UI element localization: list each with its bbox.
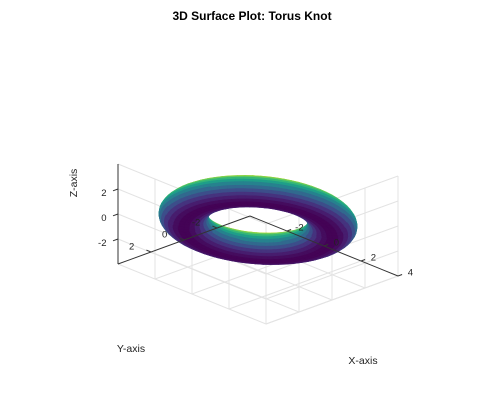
surface-patch <box>226 184 237 189</box>
x-tick <box>323 244 329 247</box>
surface-patch <box>273 238 279 243</box>
surface-patch <box>236 191 246 196</box>
z-tick <box>112 188 119 192</box>
surface-patch <box>239 236 245 241</box>
z-tick-label: 0 <box>101 213 106 224</box>
z-tick-label: 2 <box>101 188 106 199</box>
surface-patch <box>235 184 245 189</box>
surface-patch <box>256 238 262 243</box>
surface-patch <box>234 181 245 186</box>
x-axis-label: X-axis <box>348 355 377 367</box>
surface-patch <box>243 187 254 193</box>
x-tick <box>360 259 366 262</box>
surface-patch <box>244 191 254 196</box>
z-gridline <box>265 250 399 300</box>
chart-title: 3D Surface Plot: Torus Knot <box>172 9 331 23</box>
surface-patch <box>260 238 266 243</box>
surface-patch <box>234 178 245 183</box>
x-tick-label: 0 <box>334 238 339 249</box>
surface-patch <box>264 236 270 240</box>
surface-patch <box>210 182 220 187</box>
x-tick-label: 4 <box>408 268 413 279</box>
surface-patch <box>243 236 249 242</box>
z-axis-label: Z-axis <box>68 169 80 198</box>
y-tick <box>179 237 185 241</box>
surface-patch <box>226 181 236 186</box>
y-tick <box>212 225 218 229</box>
x-tick-label: 2 <box>371 253 376 264</box>
surface-patch <box>238 198 247 202</box>
surface-patch <box>269 238 275 243</box>
surface-patch <box>236 194 247 199</box>
x-tick <box>286 229 292 232</box>
y-tick-label: 0 <box>162 229 167 240</box>
surface-patch <box>251 238 257 243</box>
surface-patch <box>218 181 228 187</box>
surface-patch <box>243 181 253 186</box>
surface-patch <box>260 241 266 246</box>
surface-patch <box>264 238 270 243</box>
torus-surface <box>158 175 358 265</box>
z-tick <box>112 238 119 242</box>
surface-patch <box>255 244 262 250</box>
z-tick-label: -2 <box>98 238 106 249</box>
z-tick <box>112 213 119 217</box>
surface-patch <box>243 184 253 189</box>
x-tick-label: -2 <box>295 223 303 234</box>
y-tick-label: -2 <box>192 217 200 228</box>
surface-patch <box>260 245 267 250</box>
y-axis-label: Y-axis <box>117 343 145 355</box>
y-tick-label: 2 <box>129 241 134 252</box>
z-gridline <box>117 238 267 300</box>
surface-patch <box>264 241 271 246</box>
x-tick <box>397 274 403 277</box>
surface-patch <box>235 187 245 192</box>
surface-patch <box>260 181 270 187</box>
surface-patch <box>251 181 262 186</box>
surface-patch <box>261 255 269 260</box>
surface-patch <box>244 194 254 199</box>
axes: -2 0 2 4 -2 0 2 -2 0 2 <box>98 164 413 279</box>
surface-patch <box>183 228 191 233</box>
surface-patch <box>256 241 262 246</box>
surface-patch <box>277 237 283 243</box>
surface-patch <box>247 237 253 242</box>
y-tick <box>146 249 152 253</box>
surface-patch <box>260 236 266 240</box>
